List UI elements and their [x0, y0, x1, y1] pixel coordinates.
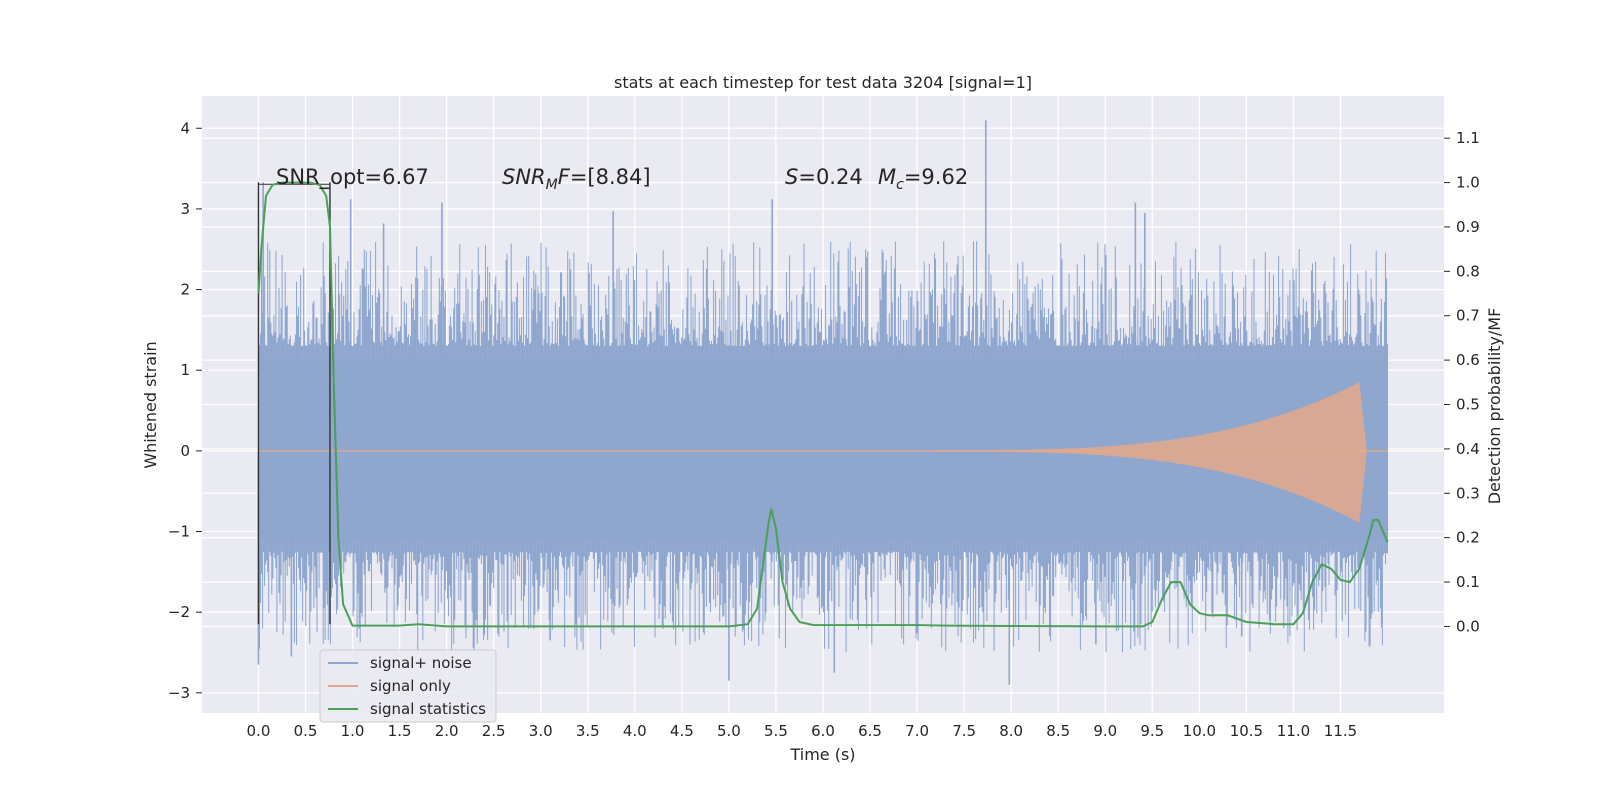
y-tick-label: 4: [180, 119, 190, 137]
y-tick-label: −1: [168, 523, 190, 541]
legend: signal+ noise signal only signal statist…: [319, 649, 497, 723]
y2-tick-label: 0.9: [1456, 218, 1480, 236]
x-tick-label: 11.0: [1277, 722, 1310, 740]
y-tick-label: 2: [180, 281, 190, 299]
y2-tick-label: 0.7: [1456, 307, 1480, 325]
y2-tick-label: 0.3: [1456, 484, 1480, 502]
x-tick-label: 5.0: [717, 722, 741, 740]
y2-tick-label: 0.4: [1456, 440, 1480, 458]
x-tick-label: 1.5: [388, 722, 412, 740]
y2-tick-label: 1.0: [1456, 174, 1480, 192]
x-tick-label: 8.0: [999, 722, 1023, 740]
x-tick-label: 0.0: [247, 722, 271, 740]
y2-tick-label: 0.0: [1456, 617, 1480, 635]
y2-tick-label: 0.5: [1456, 396, 1480, 414]
x-tick-label: 8.5: [1046, 722, 1070, 740]
x-tick-label: 11.5: [1324, 722, 1357, 740]
x-axis-label: Time (s): [789, 745, 855, 764]
x-tick-label: 5.5: [764, 722, 788, 740]
annotation-mc: Mc=9.62: [878, 165, 968, 193]
x-tick-label: 2.0: [435, 722, 459, 740]
x-tick-label: 9.5: [1140, 722, 1164, 740]
x-axis-ticks: 0.0 0.5 1.0 1.5 2.0 2.5 3.0 3.5 4.0 4.5 5.0 5.5 6.0 6…: [247, 722, 1358, 740]
y2-tick-label: 0.1: [1456, 573, 1480, 591]
legend-label-signal-only: signal only: [370, 677, 451, 695]
y2-tick-label: 1.1: [1456, 129, 1480, 147]
x-tick-label: 4.5: [670, 722, 694, 740]
y-tick-label: 1: [180, 361, 190, 379]
y2-tick-label: 0.6: [1456, 351, 1480, 369]
annotation-s: S=0.24: [785, 165, 863, 189]
x-tick-label: 1.0: [341, 722, 365, 740]
y2-tick-label: 0.8: [1456, 262, 1480, 280]
annotation-snr-mf: SNRMF=[8.84]: [502, 165, 651, 193]
y-tick-label: 3: [180, 200, 190, 218]
annotation-snr-opt: SNR_opt=6.67: [276, 165, 429, 190]
chart-title: stats at each timestep for test data 320…: [614, 73, 1032, 92]
x-tick-label: 0.5: [294, 722, 318, 740]
y-tick-label: −3: [168, 684, 190, 702]
y2-axis-ticks: 0.0 0.1 0.2 0.3 0.4 0.5 0.6 0.7 0.8 0.9 1.0 1.1: [1444, 129, 1480, 635]
y-axis-ticks: −3 −2 −1 0 1 2 3 4: [168, 119, 202, 702]
x-tick-label: 3.5: [576, 722, 600, 740]
series-signal-only: [258, 382, 1388, 523]
x-tick-label: 3.0: [529, 722, 553, 740]
y2-axis-label: Detection probability/MF: [1485, 308, 1504, 505]
signal-chirp: [935, 382, 1367, 523]
legend-label-signal-noise: signal+ noise: [370, 654, 472, 672]
x-tick-label: 10.0: [1183, 722, 1216, 740]
y-tick-label: −2: [168, 603, 190, 621]
y-axis-label: Whitened strain: [141, 341, 160, 468]
y2-tick-label: 0.2: [1456, 529, 1480, 547]
x-tick-label: 7.5: [952, 722, 976, 740]
x-tick-label: 10.5: [1230, 722, 1263, 740]
x-tick-label: 4.0: [623, 722, 647, 740]
y-tick-label: 0: [180, 442, 190, 460]
x-tick-label: 6.0: [811, 722, 835, 740]
series-signal-statistics: [257, 181, 1389, 628]
x-tick-label: 7.0: [905, 722, 929, 740]
legend-label-signal-statistics: signal statistics: [370, 700, 486, 718]
x-tick-label: 6.5: [858, 722, 882, 740]
x-tick-label: 9.0: [1093, 722, 1117, 740]
legend-box: [319, 649, 497, 723]
x-tick-label: 2.5: [482, 722, 506, 740]
statistics-line: [257, 181, 1389, 628]
